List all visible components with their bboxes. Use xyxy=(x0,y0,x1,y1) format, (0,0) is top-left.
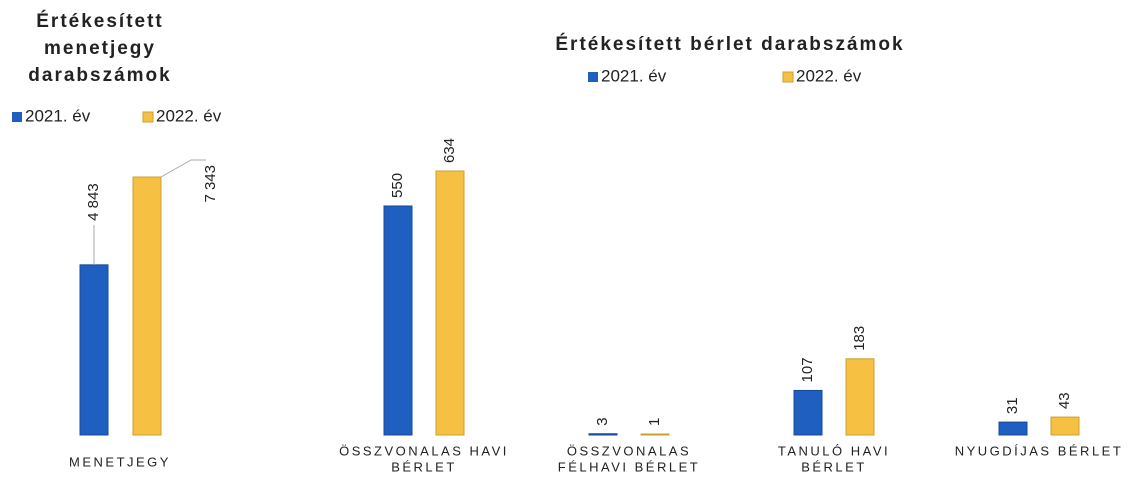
data-label: 4 843 xyxy=(85,183,102,221)
legend-label: 2021. év xyxy=(25,106,91,125)
data-label: 550 xyxy=(389,173,406,198)
bar xyxy=(998,421,1028,436)
data-label: 31 xyxy=(1004,397,1021,414)
data-label: 183 xyxy=(851,326,868,351)
legend-swatch xyxy=(142,111,154,123)
legend-swatch xyxy=(588,72,598,82)
x-tick-label: MENETJEGY xyxy=(69,454,171,469)
data-label: 1 xyxy=(646,418,663,426)
data-label: 634 xyxy=(441,138,458,163)
bar xyxy=(435,170,465,436)
x-tick-label: FÉLHAVI BÉRLET xyxy=(558,459,700,474)
x-tick-label: ÖSSZVONALAS HAVI xyxy=(339,443,509,458)
x-tick-label: ÖSSZVONALAS xyxy=(567,443,691,458)
data-label: 7 343 xyxy=(202,165,219,203)
data-label: 3 xyxy=(594,417,611,425)
bar xyxy=(79,264,109,436)
x-tick-label: TANULÓ HAVI xyxy=(778,443,890,458)
x-tick-label: BÉRLET xyxy=(391,459,457,474)
legend-label: 2022. év xyxy=(796,66,862,85)
legend-swatch xyxy=(12,112,22,122)
x-tick-label: NYUGDÍJAS BÉRLET xyxy=(955,443,1124,458)
chart-title: darabszámok xyxy=(28,65,171,86)
legend-label: 2022. év xyxy=(156,106,222,125)
bar xyxy=(1050,416,1080,436)
bar xyxy=(588,433,618,436)
x-tick-label: BÉRLET xyxy=(801,459,867,474)
bar xyxy=(383,205,413,436)
chart-title: menetjegy xyxy=(44,38,156,59)
bar xyxy=(132,176,162,436)
bar xyxy=(845,358,875,436)
data-label: 107 xyxy=(799,357,816,382)
data-label: 43 xyxy=(1056,392,1073,409)
legend-label: 2021. év xyxy=(601,66,667,85)
chart-title: Értékesített bérlet darabszámok xyxy=(555,33,904,55)
bar xyxy=(793,389,823,436)
legend-swatch xyxy=(782,71,794,83)
chart-title: Értékesített xyxy=(36,10,164,32)
leader-line xyxy=(160,159,206,178)
bar xyxy=(640,433,670,436)
